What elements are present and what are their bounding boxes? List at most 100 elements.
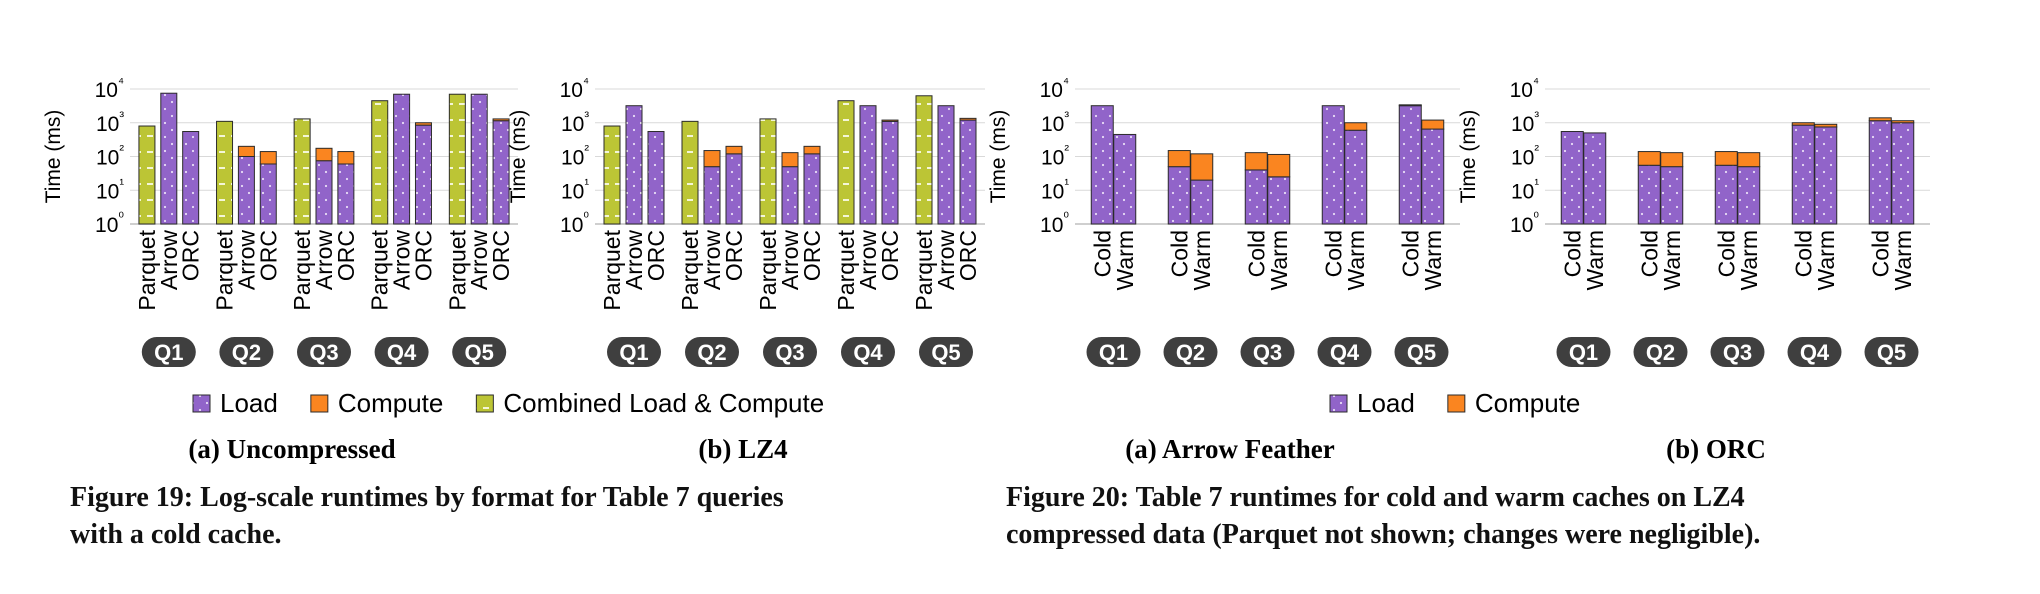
bar-load-q3-orc <box>337 163 355 225</box>
x-category-label: Warm <box>1736 230 1762 290</box>
group-label: Q1 <box>154 340 183 365</box>
x-category-label: Cold <box>1636 230 1662 277</box>
group-label: Q1 <box>619 340 648 365</box>
x-category-label: Cold <box>1559 230 1585 277</box>
bar-load-q2-cold <box>1167 166 1191 225</box>
chart-title: (b) LZ4 <box>698 434 787 464</box>
group-label: Q5 <box>931 340 960 365</box>
figure-19-label: Figure 19: <box>70 482 194 513</box>
x-category-label: ORC <box>333 230 359 281</box>
bar-compute-q5-cold <box>1398 104 1422 107</box>
bar-combined-q4-parquet <box>837 100 855 225</box>
bar-load-q4-arrow <box>859 105 877 225</box>
x-category-label: Warm <box>1420 230 1446 290</box>
bar-compute-q2-cold <box>1167 150 1191 168</box>
y-tick-label: 10³ <box>1511 108 1539 136</box>
bar-compute-q4-cold <box>1791 122 1815 126</box>
x-category-label: Parquet <box>134 229 160 310</box>
x-category-label: Parquet <box>833 229 859 310</box>
bar-compute-q2-warm <box>1190 153 1214 181</box>
bar-combined-q2-parquet <box>216 120 234 225</box>
y-tick-label: 10⁰ <box>560 209 589 237</box>
bar-compute-q5-orc <box>492 118 510 122</box>
group-label: Q2 <box>1646 340 1675 365</box>
group-label: Q3 <box>309 340 338 365</box>
x-category-label: Arrow <box>933 230 959 290</box>
x-category-label: Parquet <box>911 229 937 310</box>
bar-load-q4-arrow <box>393 93 411 225</box>
bar-compute-q2-cold <box>1637 151 1661 166</box>
bar-load-q2-warm <box>1190 179 1214 225</box>
bar-load-q3-cold <box>1714 164 1738 225</box>
bar-compute-q4-warm <box>1344 122 1368 131</box>
x-category-label: Arrow <box>699 230 725 290</box>
x-category-label: ORC <box>877 230 903 281</box>
figure-19-caption-line1: Log-scale runtimes by format for Table 7… <box>200 482 784 513</box>
y-tick-label: 10² <box>561 142 589 170</box>
bar-load-q5-cold <box>1398 105 1422 225</box>
group-pill <box>1317 337 1372 367</box>
bar-compute-q3-arrow <box>315 147 333 162</box>
group-label: Q3 <box>1723 340 1752 365</box>
x-category-label: Cold <box>1243 230 1269 277</box>
x-category-label: Warm <box>1112 230 1138 290</box>
x-category-label: Parquet <box>677 229 703 310</box>
x-category-label: Parquet <box>289 229 315 310</box>
legend-figure-20: Load Compute <box>1329 388 1580 418</box>
x-category-label: ORC <box>799 230 825 281</box>
bar-compute-q2-orc <box>725 145 743 155</box>
bar-compute-q4-orc <box>414 122 432 126</box>
group-pill <box>1633 337 1688 367</box>
bar-load-q1-arrow <box>625 105 643 225</box>
x-category-label: ORC <box>178 230 204 281</box>
bar-load-q4-orc <box>414 124 432 225</box>
bar-load-q5-warm <box>1421 128 1445 225</box>
bar-compute-q2-arrow <box>237 145 255 158</box>
y-axis-label: Time (ms) <box>42 110 65 204</box>
bar-load-q2-orc <box>259 163 277 225</box>
y-tick-label: 10¹ <box>1041 175 1069 203</box>
bar-compute-q5-warm <box>1421 119 1445 130</box>
bar-load-q3-arrow <box>781 166 799 225</box>
bar-combined-q2-parquet <box>681 120 699 225</box>
group-pill <box>1163 337 1218 367</box>
y-tick-label: 10⁴ <box>1040 74 1069 102</box>
bar-compute-q2-arrow <box>703 150 721 168</box>
bar-load-q5-cold <box>1868 120 1892 225</box>
legend-swatch-load <box>192 394 211 413</box>
bar-compute-q3-warm <box>1267 153 1291 178</box>
x-category-label: Cold <box>1397 230 1423 277</box>
group-pill <box>1556 337 1611 367</box>
bar-load-q4-orc <box>881 120 899 225</box>
bar-compute-q5-cold <box>1868 117 1892 122</box>
bar-load-q3-cold <box>1244 169 1268 225</box>
group-pill <box>919 337 973 367</box>
group-label: Q2 <box>232 340 261 365</box>
figure-19-caption: Figure 19: Log-scale runtimes by format … <box>70 479 985 553</box>
x-category-label: Arrow <box>777 230 803 290</box>
x-category-label: Warm <box>1343 230 1369 290</box>
bar-load-q2-warm <box>1660 166 1684 225</box>
group-label: Q4 <box>1800 340 1830 365</box>
x-category-label: ORC <box>255 230 281 281</box>
bar-load-q2-orc <box>725 153 743 225</box>
y-tick-label: 10⁴ <box>560 74 589 102</box>
y-tick-label: 10² <box>1511 142 1539 170</box>
group-pill <box>374 337 429 367</box>
legend-label-combined: Combined Load & Compute <box>503 388 824 418</box>
group-label: Q2 <box>697 340 726 365</box>
bar-compute-q5-warm <box>1891 120 1915 124</box>
bar-load-q3-warm <box>1267 176 1291 225</box>
bar-compute-q3-cold <box>1244 152 1268 171</box>
y-tick-label: 10² <box>1041 142 1069 170</box>
x-category-label: ORC <box>410 230 436 281</box>
y-tick-label: 10⁴ <box>95 74 124 102</box>
bar-combined-q3-parquet <box>293 118 311 225</box>
bar-load-q5-warm <box>1891 122 1915 225</box>
bar-load-q1-cold <box>1560 131 1584 225</box>
group-pill <box>1864 337 1919 367</box>
bar-combined-q5-parquet <box>448 93 466 225</box>
